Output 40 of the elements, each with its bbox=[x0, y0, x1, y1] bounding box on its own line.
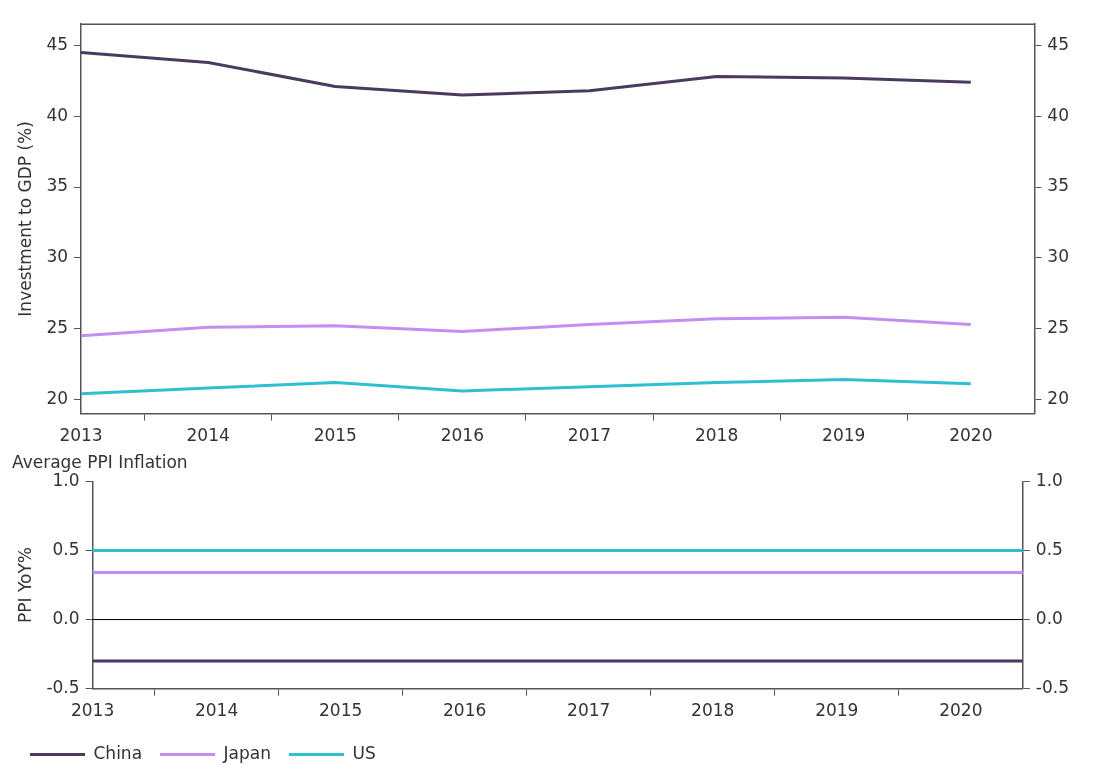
y-tick-label: 0.0 bbox=[52, 607, 80, 628]
y2-tick-label: 25 bbox=[1047, 317, 1070, 338]
y2-tick-label: 35 bbox=[1047, 175, 1070, 196]
legend-label: China bbox=[93, 742, 143, 763]
y2-tick-label: 20 bbox=[1047, 387, 1070, 408]
y-tick-label: 35 bbox=[46, 175, 69, 196]
legend-label: US bbox=[352, 742, 376, 763]
y2-tick-label: -0.5 bbox=[1035, 677, 1069, 698]
x-tick-label: 2020 bbox=[939, 700, 983, 721]
x-tick-label: 2015 bbox=[313, 425, 357, 446]
y-tick-label: 30 bbox=[46, 246, 69, 267]
y-axis-title: PPI YoY% bbox=[14, 547, 35, 623]
y2-tick-label: 45 bbox=[1047, 33, 1070, 54]
x-tick-label: 2013 bbox=[59, 425, 103, 446]
y2-tick-label: 0.0 bbox=[1035, 607, 1063, 628]
legend-label: Japan bbox=[222, 742, 271, 763]
y-tick-label: 0.5 bbox=[52, 538, 80, 559]
x-tick-label: 2020 bbox=[949, 425, 993, 446]
x-tick-label: 2014 bbox=[194, 700, 239, 721]
y2-tick-label: 1.0 bbox=[1035, 469, 1063, 490]
y-axis-title: Investment to GDP (%) bbox=[14, 121, 35, 317]
x-tick-label: 2017 bbox=[567, 425, 612, 446]
y2-tick-label: 40 bbox=[1047, 104, 1070, 125]
y-tick-label: 45 bbox=[46, 33, 69, 54]
y2-tick-label: 0.5 bbox=[1035, 538, 1063, 559]
x-tick-label: 2014 bbox=[186, 425, 230, 446]
x-tick-label: 2018 bbox=[691, 700, 735, 721]
x-tick-label: 2017 bbox=[567, 700, 611, 721]
y-tick-label: 40 bbox=[46, 104, 69, 125]
x-tick-label: 2016 bbox=[443, 700, 487, 721]
x-tick-label: 2015 bbox=[319, 700, 363, 721]
x-tick-label: 2013 bbox=[70, 700, 115, 721]
x-tick-label: 2018 bbox=[694, 425, 739, 446]
y-tick-label: 25 bbox=[46, 317, 69, 338]
x-tick-label: 2019 bbox=[815, 700, 859, 721]
y-tick-label: -0.5 bbox=[46, 677, 80, 698]
x-tick-label: 2016 bbox=[440, 425, 484, 446]
y-tick-label: 20 bbox=[46, 387, 69, 408]
x-tick-label: 2019 bbox=[822, 425, 866, 446]
y2-tick-label: 30 bbox=[1047, 246, 1070, 267]
